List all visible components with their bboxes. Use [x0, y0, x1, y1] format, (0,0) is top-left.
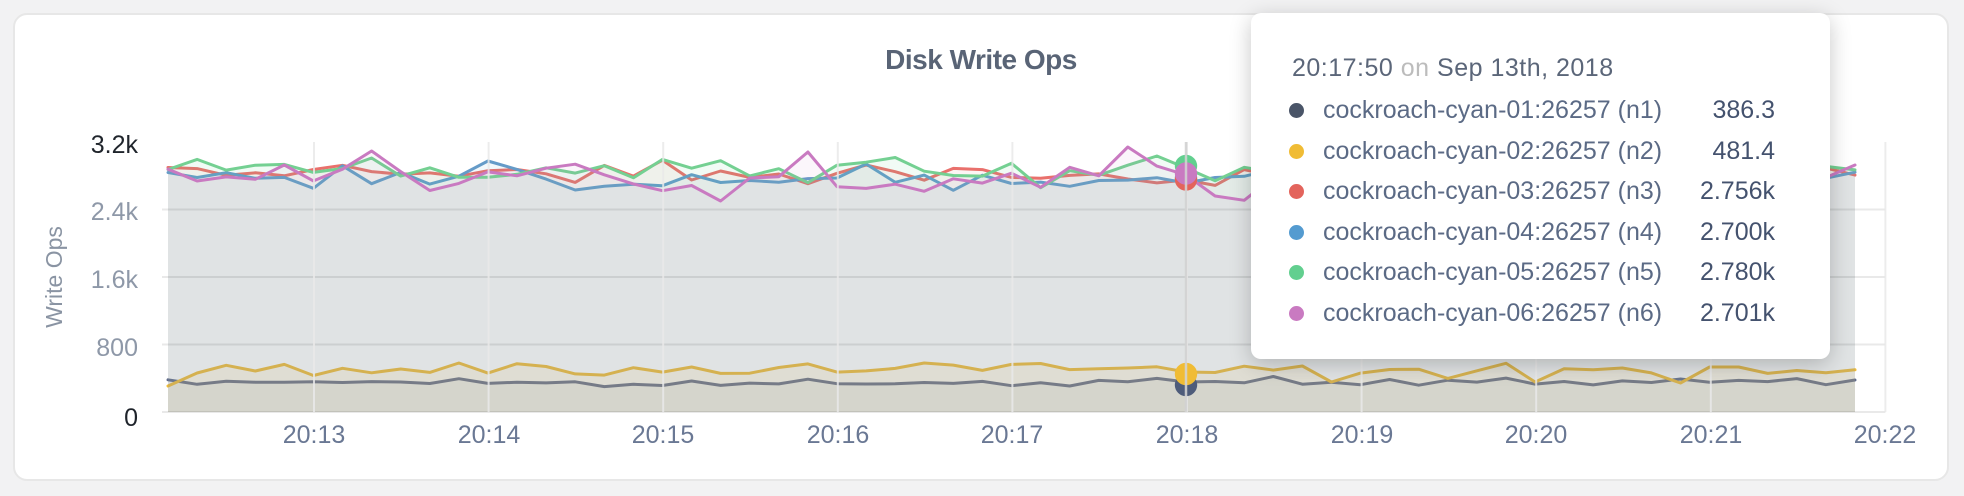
svg-text:20:18: 20:18 [1156, 421, 1219, 449]
svg-text:20:21: 20:21 [1680, 421, 1743, 449]
svg-text:20:17: 20:17 [981, 421, 1044, 449]
svg-text:20:22: 20:22 [1854, 421, 1917, 449]
svg-text:20:16: 20:16 [807, 421, 870, 449]
svg-text:20:19: 20:19 [1331, 421, 1394, 449]
svg-text:20:15: 20:15 [632, 421, 695, 449]
svg-text:20:14: 20:14 [458, 421, 521, 449]
svg-text:0: 0 [124, 404, 138, 432]
svg-text:1.6k: 1.6k [91, 266, 139, 294]
svg-text:800: 800 [96, 334, 138, 362]
svg-text:2.4k: 2.4k [91, 198, 139, 226]
svg-text:20:13: 20:13 [283, 421, 346, 449]
svg-text:Write Ops: Write Ops [41, 226, 67, 328]
svg-text:3.2k: 3.2k [91, 131, 139, 159]
svg-text:20:20: 20:20 [1505, 421, 1568, 449]
